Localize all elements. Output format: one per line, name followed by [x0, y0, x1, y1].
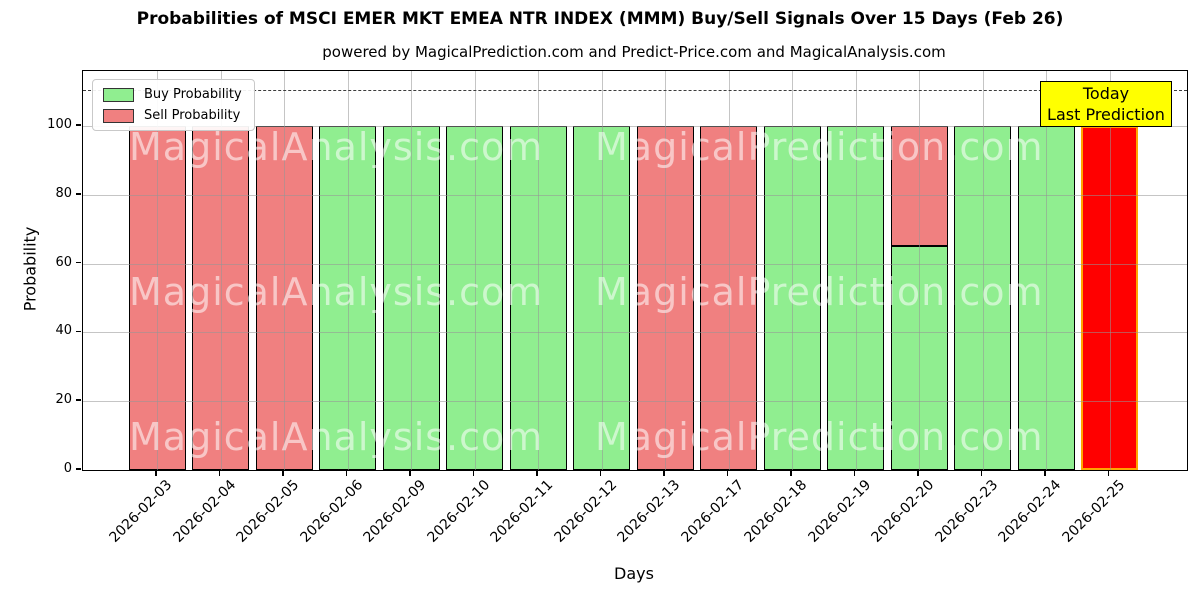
x-tick-mark — [218, 470, 221, 476]
x-tick-mark — [282, 470, 284, 476]
x-tick-label: 2026-02-13 — [614, 477, 684, 546]
y-tick-mark — [76, 468, 81, 470]
today-annotation: Today Last Prediction — [1040, 81, 1172, 127]
x-axis-label: Days — [614, 564, 654, 583]
legend-label-sell: Sell Probability — [144, 108, 241, 123]
plot-area: MagicalAnalysis.com MagicalPrediction.com… — [82, 70, 1188, 471]
x-tick-label: 2026-02-05 — [233, 477, 303, 546]
x-tick-mark — [599, 470, 602, 476]
legend-label-buy: Buy Probability — [144, 87, 242, 102]
legend: Buy Probability Sell Probability — [92, 79, 255, 131]
gridline-horizontal — [83, 401, 1187, 403]
last-prediction-line: Last Prediction — [1047, 105, 1165, 124]
x-tick-label: 2026-02-12 — [550, 477, 620, 546]
gridline-vertical — [1109, 71, 1111, 470]
x-tick-mark — [1044, 470, 1046, 476]
x-tick-label: 2026-02-23 — [931, 477, 1001, 546]
x-tick-mark — [980, 470, 983, 476]
x-tick-label: 2026-02-18 — [741, 477, 811, 546]
gridline-vertical — [347, 71, 349, 470]
chart-subtitle: powered by MagicalPrediction.com and Pre… — [322, 43, 946, 61]
today-line: Today — [1082, 84, 1130, 103]
x-tick-label: 2026-02-09 — [360, 477, 430, 546]
gridline-vertical — [538, 71, 539, 470]
x-tick-label: 2026-02-19 — [804, 477, 874, 546]
x-tick-label: 2026-02-24 — [995, 477, 1065, 546]
x-tick-mark — [155, 470, 157, 476]
x-tick-mark — [853, 470, 856, 476]
x-tick-mark — [345, 470, 348, 476]
gridline-vertical — [1046, 71, 1047, 470]
gridline-vertical — [728, 71, 730, 470]
gridline-vertical — [919, 71, 920, 470]
legend-item-buy: Buy Probability — [103, 87, 242, 102]
y-tick-mark — [76, 399, 81, 401]
x-tick-mark — [790, 470, 792, 476]
y-tick-mark — [76, 193, 81, 195]
y-tick-label: 100 — [47, 117, 72, 132]
gridline-vertical — [220, 71, 222, 470]
gridline-vertical — [474, 71, 476, 470]
x-tick-label: 2026-02-04 — [169, 477, 239, 546]
x-tick-mark — [726, 470, 729, 476]
gridline-vertical — [157, 71, 158, 470]
y-tick-mark — [76, 124, 81, 126]
chart-title: Probabilities of MSCI EMER MKT EMEA NTR … — [136, 9, 1064, 29]
x-tick-label: 2026-02-25 — [1058, 477, 1128, 546]
y-tick-mark — [76, 261, 81, 264]
y-tick-mark — [76, 330, 81, 333]
x-tick-label: 2026-02-11 — [487, 477, 557, 546]
x-tick-label: 2026-02-10 — [423, 477, 493, 546]
gridline-vertical — [792, 71, 793, 470]
x-tick-mark — [536, 470, 538, 476]
x-tick-mark — [409, 470, 411, 476]
gridline-horizontal — [83, 263, 1187, 265]
y-tick-label: 20 — [55, 392, 72, 408]
gridline-horizontal — [83, 332, 1187, 334]
x-tick-label: 2026-02-06 — [296, 477, 366, 546]
legend-swatch-buy — [103, 87, 134, 102]
legend-swatch-sell — [103, 108, 134, 123]
x-tick-mark — [663, 470, 665, 476]
y-tick-label: 0 — [63, 461, 72, 476]
gridline-vertical — [411, 71, 412, 470]
y-tick-label: 40 — [55, 323, 72, 339]
y-tick-label: 60 — [55, 254, 72, 270]
gridline-vertical — [284, 71, 285, 470]
x-tick-mark — [917, 470, 919, 476]
gridline-horizontal — [83, 194, 1187, 196]
legend-item-sell: Sell Probability — [103, 108, 242, 123]
gridline-vertical — [982, 71, 984, 470]
gridline-vertical — [855, 71, 857, 470]
x-tick-mark — [472, 470, 475, 476]
y-tick-label: 80 — [55, 185, 72, 201]
x-tick-label: 2026-02-03 — [106, 477, 176, 546]
x-tick-mark — [1107, 470, 1110, 476]
gridline-horizontal — [83, 126, 1187, 127]
gridline-vertical — [601, 71, 603, 470]
x-tick-label: 2026-02-20 — [868, 477, 938, 546]
threshold-dashed-line — [83, 90, 1187, 91]
gridline-vertical — [665, 71, 666, 470]
x-tick-label: 2026-02-17 — [677, 477, 747, 546]
